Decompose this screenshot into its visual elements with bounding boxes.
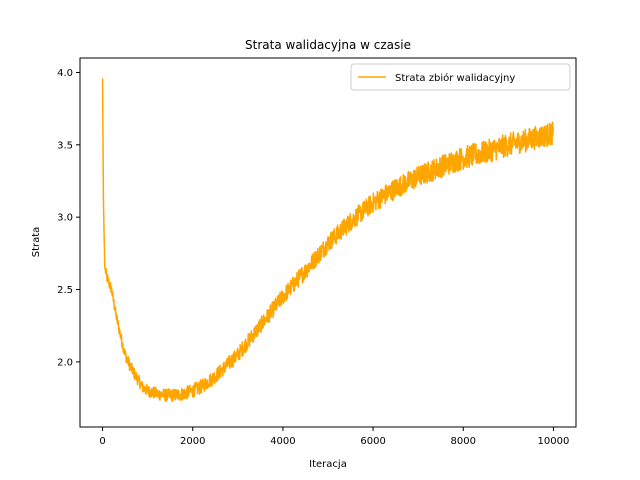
y-tick-label: 4.0 — [57, 68, 73, 79]
x-tick-label: 8000 — [451, 436, 476, 447]
legend-label: Strata zbiór walidacyjny — [395, 72, 515, 84]
plot-frame — [79, 57, 577, 428]
x-axis: 0 2000 4000 6000 8000 10000 — [99, 427, 569, 447]
series-line-strata-walidacyjna — [101, 78, 555, 403]
y-tick-label: 3.5 — [57, 140, 73, 151]
x-tick-label: 4000 — [270, 436, 295, 447]
x-tick-label: 0 — [99, 436, 105, 447]
x-tick-label: 6000 — [360, 436, 385, 447]
y-tick-label: 3.0 — [57, 213, 73, 224]
legend-box — [350, 63, 571, 91]
y-tick-label: 2.5 — [57, 285, 73, 296]
y-axis: 2.0 2.5 3.0 3.5 4.0 — [57, 68, 80, 368]
x-tick-label: 10000 — [538, 436, 570, 447]
chart-title: Strata walidacyjna w czasie — [245, 38, 411, 52]
x-tick-label: 2000 — [180, 436, 205, 447]
x-axis-label: Iteracja — [309, 459, 347, 470]
plot-area — [101, 78, 555, 403]
y-axis-label: Strata — [31, 227, 42, 258]
legend: Strata zbiór walidacyjny — [350, 63, 571, 91]
y-tick-label: 2.0 — [57, 357, 73, 368]
